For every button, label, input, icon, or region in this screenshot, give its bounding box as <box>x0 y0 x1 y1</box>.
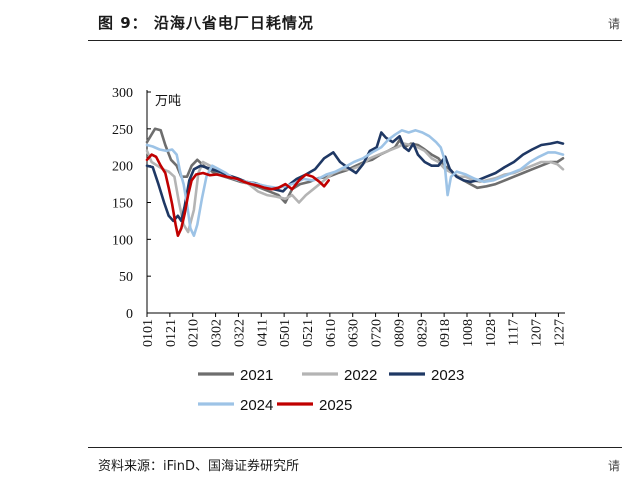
x-tick-label: 1117 <box>507 319 522 346</box>
x-tick-label: 1008 <box>461 319 476 347</box>
corner-mark-top: 请 <box>607 17 620 31</box>
y-tick-label: 100 <box>112 233 133 248</box>
source-note: 资料来源：iFinD、国海证券研究所 <box>98 459 300 474</box>
figure-title: 图 9： 沿海八省电厂日耗情况 <box>98 14 314 32</box>
x-tick-label: 0720 <box>370 319 385 347</box>
x-tick-label: 0521 <box>301 319 316 347</box>
title-rule <box>88 40 622 41</box>
x-tick-label: 0411 <box>255 319 270 346</box>
x-tick-label: 0809 <box>392 319 407 347</box>
legend: 2021 2022 2023 2024 2025 <box>198 367 464 414</box>
series-layer <box>145 127 565 237</box>
y-tick-label: 200 <box>112 160 133 175</box>
legend-label-2023: 2023 <box>431 367 464 384</box>
series-line-2021 <box>145 127 565 204</box>
legend-label-2022: 2022 <box>344 367 377 384</box>
legend-label-2021: 2021 <box>240 367 273 384</box>
x-tick-label: 0829 <box>415 319 430 347</box>
x-tick-label: 1028 <box>484 319 499 347</box>
y-tick-label: 300 <box>112 86 133 101</box>
x-tick-label: 0101 <box>141 319 156 347</box>
y-tick-label: 50 <box>119 270 133 285</box>
x-tick-label: 0302 <box>210 319 225 347</box>
axes: 0 50 100 150 200 250 300 万吨 0101 0121 0210 0302 0322… <box>112 86 567 347</box>
unit-label: 万吨 <box>155 94 181 109</box>
y-tick-label: 150 <box>112 197 133 212</box>
x-tick-label: 0121 <box>164 319 179 347</box>
x-tick-label: 0610 <box>324 319 339 347</box>
corner-mark-bottom: 请 <box>607 459 620 473</box>
y-tick-label: 0 <box>126 307 133 322</box>
x-tick-label: 1207 <box>530 319 545 347</box>
series-line-2025 <box>145 153 330 237</box>
series-line-2024 <box>145 129 565 237</box>
legend-label-2024: 2024 <box>240 397 273 414</box>
x-tick-label: 0322 <box>232 319 247 347</box>
x-tick-label: 0918 <box>438 319 453 347</box>
series-line-2022 <box>145 142 565 234</box>
x-tick-label: 0630 <box>347 319 362 347</box>
x-tick-label: 0501 <box>278 319 293 347</box>
y-tick-label: 250 <box>112 123 133 138</box>
legend-label-2025: 2025 <box>319 397 352 414</box>
x-tick-label: 1227 <box>552 319 567 347</box>
source-rule <box>88 447 622 448</box>
x-tick-label: 0210 <box>187 319 202 347</box>
